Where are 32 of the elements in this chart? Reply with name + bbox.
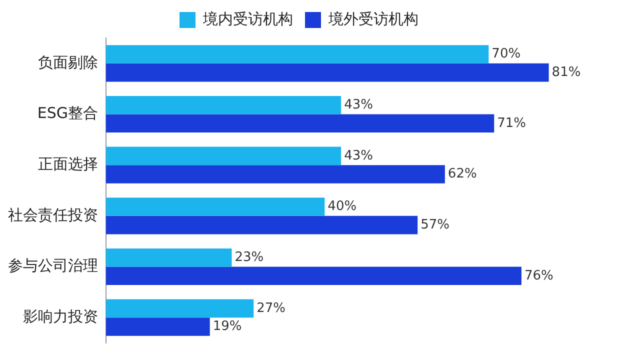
bar — [106, 63, 549, 82]
bar — [106, 248, 232, 267]
y-tick-label: ESG整合 — [37, 104, 98, 122]
data-label: 76% — [524, 268, 554, 284]
legend-label: 境外受访机构 — [328, 10, 418, 28]
data-label: 57% — [420, 217, 450, 232]
bar — [106, 216, 418, 234]
data-label: 71% — [497, 116, 526, 131]
y-tick-label: 社会责任投资 — [8, 206, 98, 224]
y-tick-label: 负面剔除 — [38, 53, 98, 72]
bar — [106, 318, 210, 336]
legend-label: 境内受访机构 — [202, 10, 293, 28]
data-label: 40% — [328, 199, 357, 214]
data-label: 70% — [492, 46, 521, 62]
data-label: 43% — [344, 148, 373, 164]
y-tick-label: 影响力投资 — [23, 307, 98, 326]
bar — [106, 114, 494, 133]
bar — [106, 45, 489, 64]
data-label: 23% — [234, 250, 264, 265]
bar — [106, 96, 342, 114]
bar — [106, 165, 445, 184]
y-tick-label: 正面选择 — [38, 154, 98, 173]
data-label: 19% — [212, 319, 242, 334]
data-label: 27% — [256, 300, 286, 316]
bar — [106, 266, 522, 286]
bar — [106, 299, 254, 318]
data-label: 43% — [344, 97, 373, 112]
data-label: 81% — [552, 64, 581, 80]
bar — [106, 198, 325, 216]
y-tick-label: 参与公司治理 — [8, 256, 98, 275]
bar — [106, 146, 342, 166]
data-label: 62% — [448, 166, 477, 182]
